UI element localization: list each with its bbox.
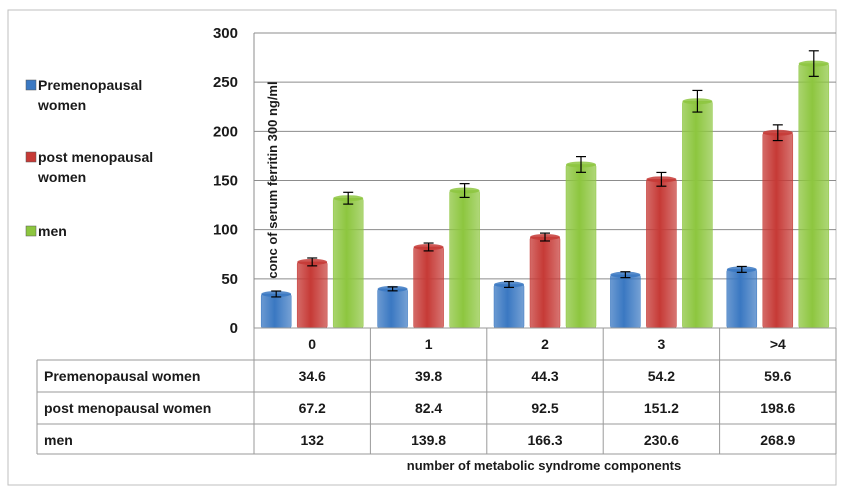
- table-cell: 139.8: [411, 432, 446, 448]
- bar: [565, 164, 597, 329]
- bar: [493, 284, 525, 329]
- bar: [449, 190, 480, 329]
- y-axis-title: conc of serum ferritin 300 ng/ml: [265, 81, 280, 278]
- table-cell: 151.2: [644, 400, 679, 416]
- data-table: 0 1 2 3 >4 Premenopausal women 34.6 39.8 44.3 54.…: [36, 327, 837, 455]
- bar: [762, 132, 794, 329]
- table-row-label: post menopausal women: [44, 400, 211, 416]
- bars: [260, 50, 830, 329]
- bar: [332, 197, 364, 329]
- legend-swatch: [25, 225, 37, 237]
- legend: Premenopausal women post menopausal women me…: [25, 77, 153, 239]
- x-tick-label: 1: [425, 336, 433, 352]
- table-cell: 59.6: [764, 368, 791, 384]
- x-tick-label: 0: [308, 336, 316, 352]
- legend-label: post menopausal: [38, 149, 153, 165]
- x-tick-label: 3: [658, 336, 666, 352]
- y-tick-label: 0: [230, 320, 238, 337]
- y-tick-label: 200: [213, 123, 238, 140]
- bar: [296, 261, 328, 329]
- y-tick-label: 300: [213, 25, 238, 42]
- table-cell: 82.4: [415, 400, 442, 416]
- legend-swatch: [25, 151, 37, 163]
- y-ticks: 0 50 100 150 200 250 300: [213, 25, 238, 337]
- table-cell: 132: [301, 432, 325, 448]
- table-cell: 39.8: [415, 368, 442, 384]
- legend-label: men: [38, 223, 67, 239]
- bar: [682, 100, 713, 329]
- bar: [529, 236, 561, 329]
- table-cell: 268.9: [760, 432, 795, 448]
- x-tick-label: >4: [770, 336, 786, 352]
- table-cell: 67.2: [299, 400, 326, 416]
- table-cell: 44.3: [531, 368, 558, 384]
- bar: [798, 63, 830, 329]
- table-cell: 230.6: [644, 432, 679, 448]
- y-tick-label: 100: [213, 222, 238, 239]
- legend-label: women: [37, 97, 86, 113]
- table-cell: 34.6: [299, 368, 326, 384]
- x-axis-title: number of metabolic syndrome components: [407, 458, 682, 473]
- table-cell: 166.3: [527, 432, 562, 448]
- y-tick-label: 250: [213, 74, 238, 91]
- bar: [726, 269, 758, 329]
- legend-label: women: [37, 169, 86, 185]
- table-row-label: men: [44, 432, 73, 448]
- legend-swatch: [25, 79, 37, 91]
- table-cell: 92.5: [531, 400, 558, 416]
- y-tick-label: 50: [221, 271, 238, 288]
- bar: [413, 246, 444, 329]
- bar: [377, 288, 408, 329]
- bar: [260, 293, 292, 329]
- x-tick-label: 2: [541, 336, 549, 352]
- legend-label: Premenopausal: [38, 77, 142, 93]
- bar: [610, 274, 641, 329]
- y-tick-label: 150: [213, 173, 238, 190]
- table-row-label: Premenopausal women: [44, 368, 200, 384]
- bar: [646, 179, 677, 329]
- table-cell: 54.2: [648, 368, 675, 384]
- table-cell: 198.6: [760, 400, 795, 416]
